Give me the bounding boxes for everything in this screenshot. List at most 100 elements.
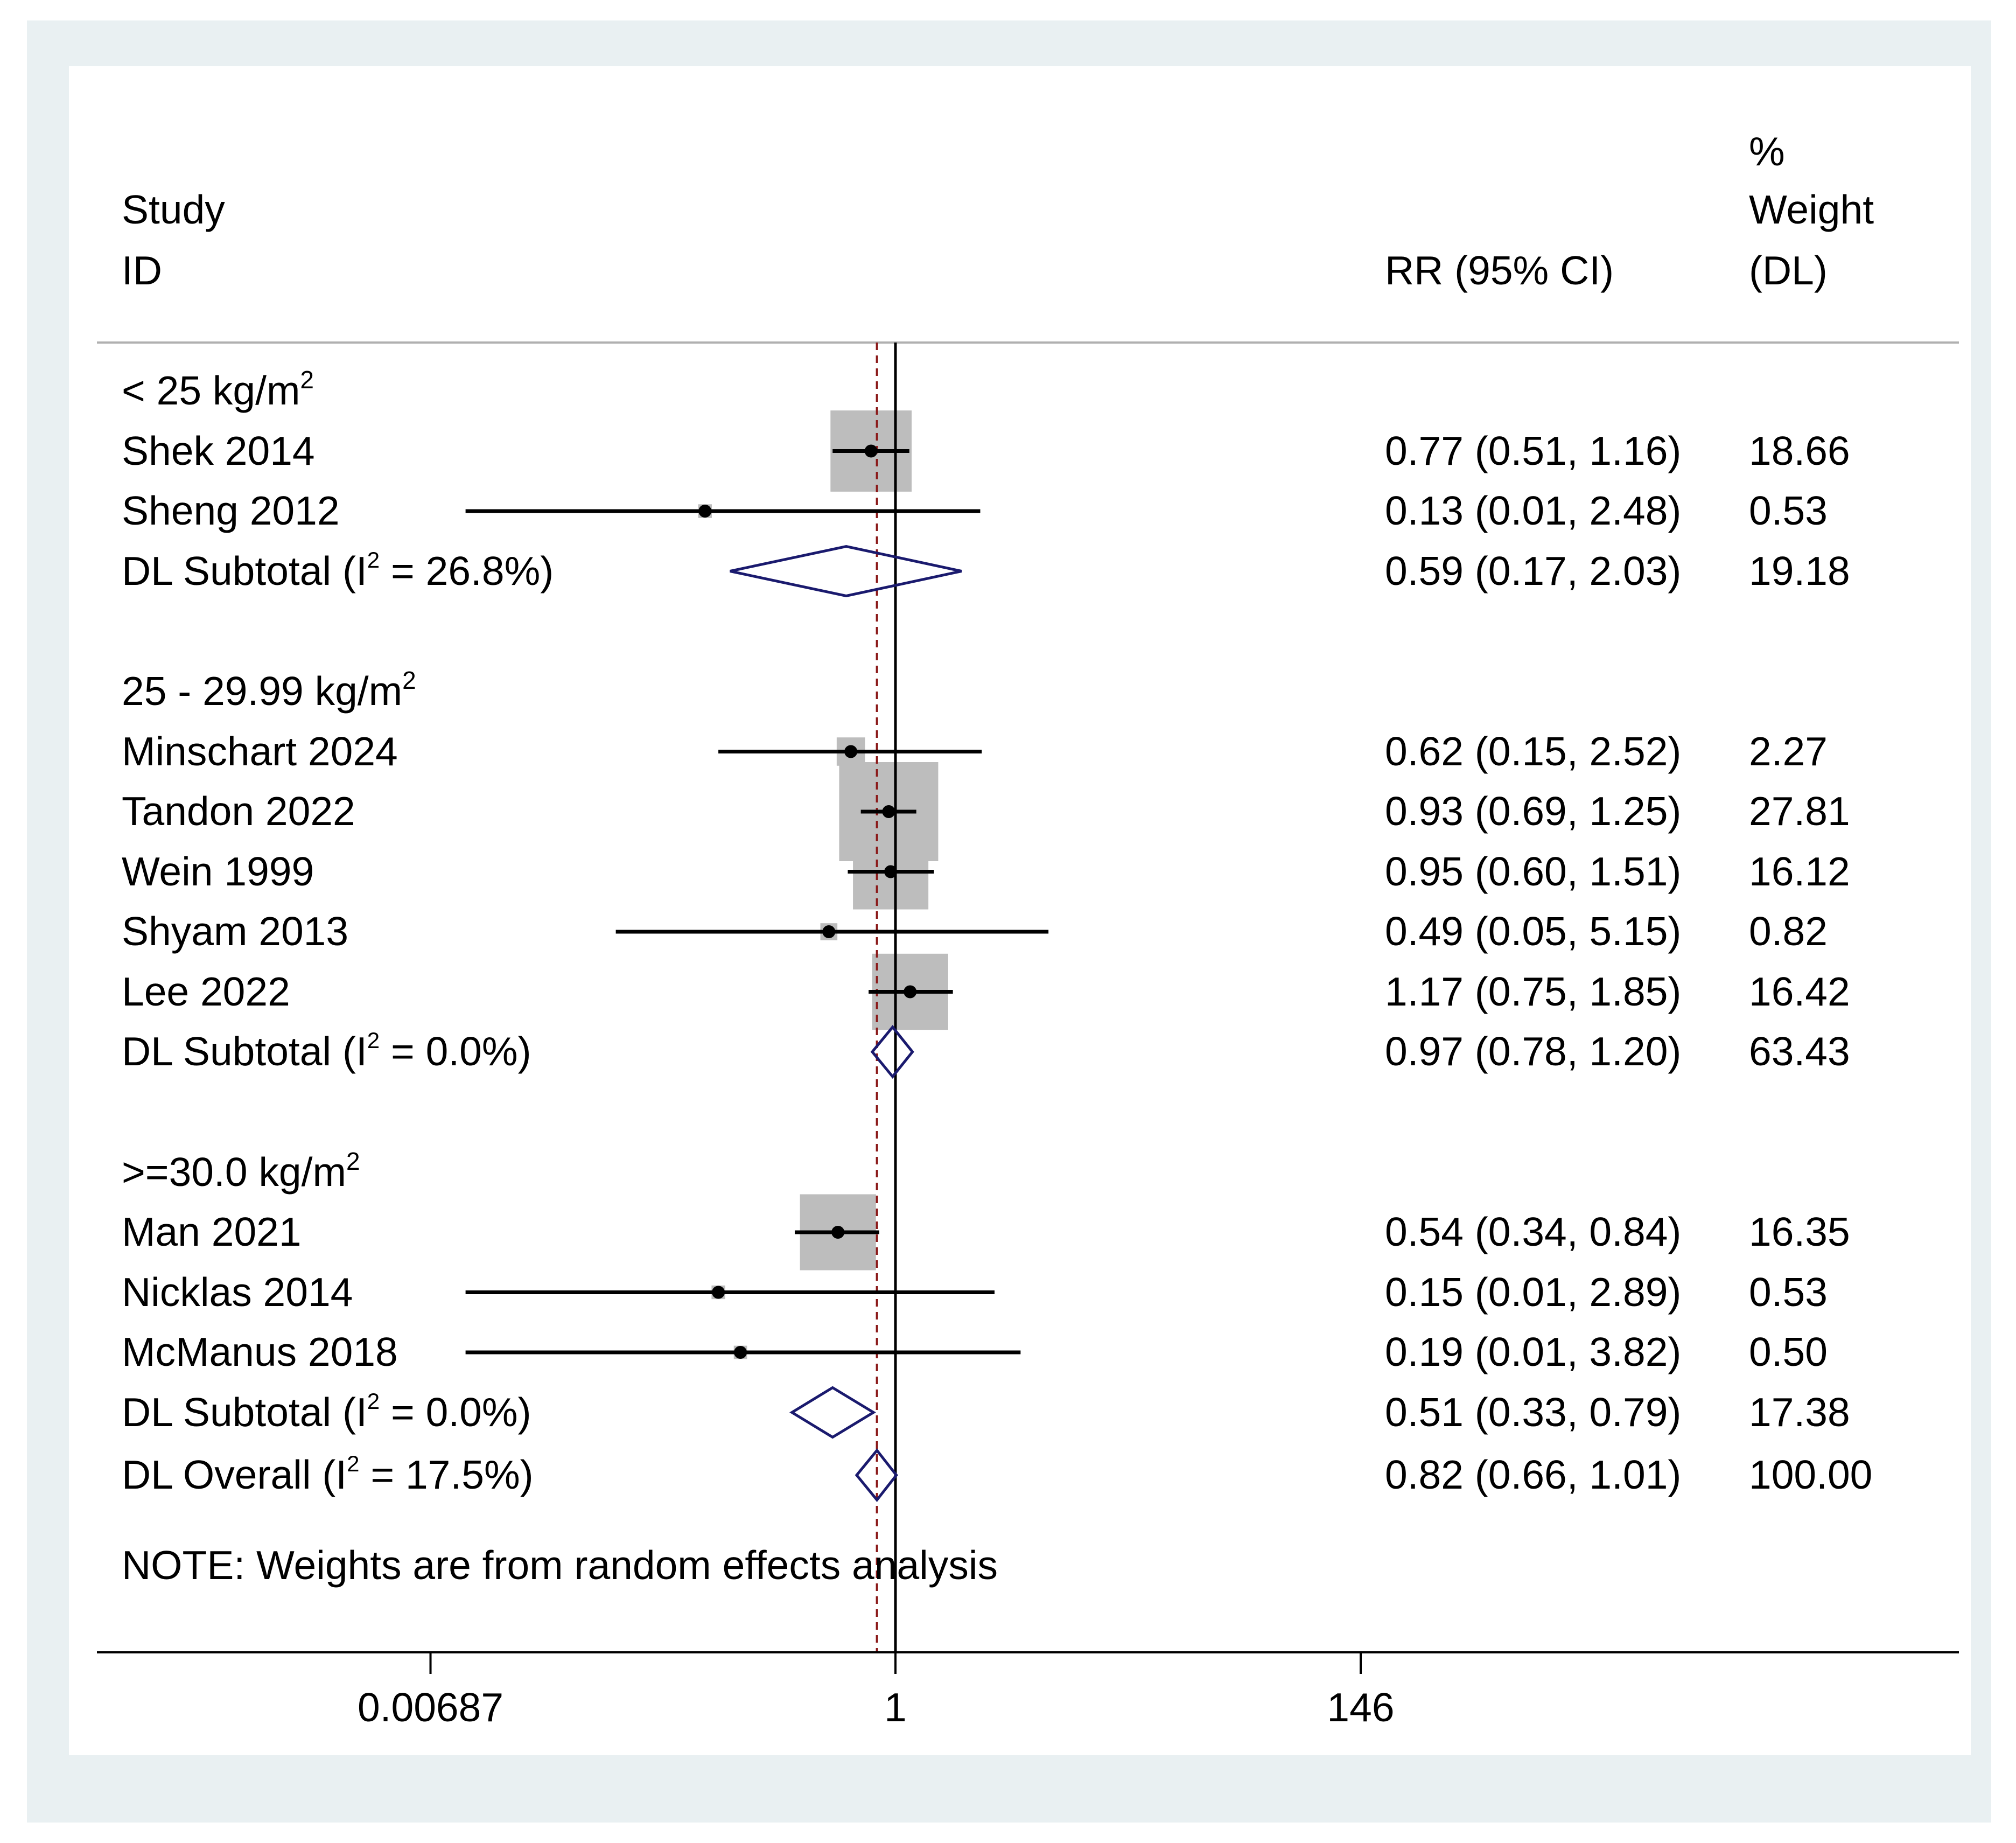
overall-label: DL Overall (I2 = 17.5%) [122,1452,534,1497]
subtotal-label-0-part: 2 [367,547,380,573]
study-name-1-0: Minschart 2024 [122,731,398,772]
study-name-2-0: Man 2021 [122,1212,302,1252]
subtotal-label-1-part: DL Subtotal (I [122,1029,367,1074]
study-name-2-2-part: McManus 2018 [122,1329,398,1374]
study-name-2-0-part: Man 2021 [122,1209,302,1254]
study-ci-2-2-part: 0.19 (0.01, 3.82) [1385,1329,1682,1374]
subtotal-label-1-part: 2 [367,1028,380,1053]
study-ci-1-4-part: 1.17 (0.75, 1.85) [1385,968,1682,1014]
subtotal-label-1-part: = 0.0%) [380,1029,531,1074]
study-ci-2-1: 0.15 (0.01, 2.89) [1385,1272,1681,1313]
subtotal-ci-0-part: 0.59 (0.17, 2.03) [1385,548,1682,594]
point-estimate-2-0 [831,1226,845,1239]
study-weight-1-0: 2.27 [1749,731,1828,772]
study-name-1-3: Shyam 2013 [122,911,348,952]
header-id: ID [122,250,162,291]
point-estimate-1-3 [822,925,836,938]
group-label-0-part: 2 [300,366,314,394]
x-tick-label-0: 0.00687 [358,1685,503,1730]
study-name-0-0: Shek 2014 [122,430,315,471]
header-weight-dl-part: (DL) [1749,248,1828,293]
study-name-2-1-part: Nicklas 2014 [122,1269,353,1315]
study-weight-1-1-part: 27.81 [1749,788,1850,834]
study-ci-1-0-part: 0.62 (0.15, 2.52) [1385,728,1682,774]
study-weight-1-2-part: 16.12 [1749,848,1850,894]
study-name-1-2: Wein 1999 [122,851,314,892]
study-weight-1-3-part: 0.82 [1749,909,1828,954]
header-weight-pct-part: % [1749,129,1785,174]
subtotal-diamond-1 [870,1025,914,1079]
study-name-0-1-part: Sheng 2012 [122,488,340,533]
study-name-2-2: McManus 2018 [122,1332,398,1372]
header-weight-part: Weight [1749,187,1874,232]
overall-label-part: DL Overall (I [122,1452,347,1497]
overall-label-part: = 17.5%) [359,1452,534,1497]
study-name-1-3-part: Shyam 2013 [122,909,349,954]
study-ci-2-1-part: 0.15 (0.01, 2.89) [1385,1269,1682,1315]
subtotal-weight-0-part: 19.18 [1749,548,1850,594]
group-label-2: >=30.0 kg/m2 [122,1149,360,1192]
study-ci-1-3-part: 0.49 (0.05, 5.15) [1385,909,1682,954]
subtotal-label-2-part: 2 [367,1388,380,1414]
subtotal-ci-0: 0.59 (0.17, 2.03) [1385,548,1682,594]
study-ci-2-0-part: 0.54 (0.34, 0.84) [1385,1209,1682,1254]
study-name-0-1: Sheng 2012 [122,491,340,531]
point-estimate-2-1 [712,1286,725,1299]
study-ci-1-4: 1.17 (0.75, 1.85) [1385,968,1682,1014]
subtotal-label-0-part: = 26.8%) [380,548,554,594]
subtotal-label-1: DL Subtotal (I2 = 0.0%) [122,1028,531,1074]
study-ci-1-0: 0.62 (0.15, 2.52) [1385,731,1681,772]
subtotal-ci-2: 0.51 (0.33, 0.79) [1385,1392,1681,1433]
study-weight-2-0-part: 16.35 [1749,1209,1850,1254]
subtotal-weight-2-part: 17.38 [1749,1389,1850,1435]
study-ci-0-0-part: 0.77 (0.51, 1.16) [1385,428,1682,473]
note-text: NOTE: Weights are from random effects an… [122,1545,998,1586]
overall-weight: 100.00 [1749,1455,1872,1495]
study-ci-2-0: 0.54 (0.34, 0.84) [1385,1212,1681,1252]
subtotal-label-0-part: DL Subtotal (I [122,548,367,594]
point-estimate-1-1 [882,805,895,818]
header-id-part: ID [122,248,162,293]
study-ci-2-2: 0.19 (0.01, 3.82) [1385,1332,1681,1372]
subtotal-ci-1: 0.97 (0.78, 1.20) [1385,1031,1681,1072]
study-ci-0-1-part: 0.13 (0.01, 2.48) [1385,488,1682,533]
group-label-1: 25 - 29.99 kg/m2 [122,668,416,714]
point-estimate-1-4 [904,985,917,999]
header-weight-pct: % [1749,131,1785,172]
subtotal-label-2-part: = 0.0%) [380,1389,531,1435]
subtotal-label-2-part: DL Subtotal (I [122,1389,367,1435]
study-name-1-1: Tandon 2022 [122,791,355,832]
study-ci-1-3: 0.49 (0.05, 5.15) [1385,911,1681,952]
group-label-2-part: 2 [346,1147,360,1175]
subtotal-ci-1-part: 0.97 (0.78, 1.20) [1385,1029,1682,1074]
group-label-0-part: < 25 kg/m [122,368,300,413]
overall-ci-part: 0.82 (0.66, 1.01) [1385,1452,1682,1497]
study-weight-0-1-part: 0.53 [1749,488,1828,533]
x-tick-label-2: 146 [1327,1685,1394,1730]
point-estimate-1-2 [884,865,898,878]
x-tick-label-1: 1 [884,1685,907,1730]
header-weight-dl: (DL) [1749,250,1828,291]
note-text-part: NOTE: Weights are from random effects an… [122,1542,998,1588]
header-weight: Weight [1749,190,1874,230]
subtotal-weight-2: 17.38 [1749,1392,1850,1433]
study-name-1-2-part: Wein 1999 [122,848,314,894]
study-weight-1-4-part: 16.42 [1749,968,1850,1014]
header-study-part: Study [122,187,225,232]
overall-diamond [855,1448,898,1502]
study-ci-1-1-part: 0.93 (0.69, 1.25) [1385,788,1682,834]
point-estimate-2-2 [734,1346,747,1359]
study-ci-1-2: 0.95 (0.60, 1.51) [1385,851,1681,892]
study-name-1-4-part: Lee 2022 [122,968,290,1014]
study-weight-0-0: 18.66 [1749,430,1850,471]
study-weight-1-0-part: 2.27 [1749,728,1828,774]
subtotal-label-0: DL Subtotal (I2 = 26.8%) [122,548,554,594]
subtotal-ci-2-part: 0.51 (0.33, 0.79) [1385,1389,1682,1435]
study-ci-1-1: 0.93 (0.69, 1.25) [1385,791,1681,832]
study-name-1-0-part: Minschart 2024 [122,728,398,774]
subtotal-weight-1-part: 63.43 [1749,1029,1850,1074]
subtotal-weight-0: 19.18 [1749,548,1850,594]
group-label-1-part: 25 - 29.99 kg/m [122,668,403,714]
header-effect: RR (95% CI) [1385,250,1614,291]
